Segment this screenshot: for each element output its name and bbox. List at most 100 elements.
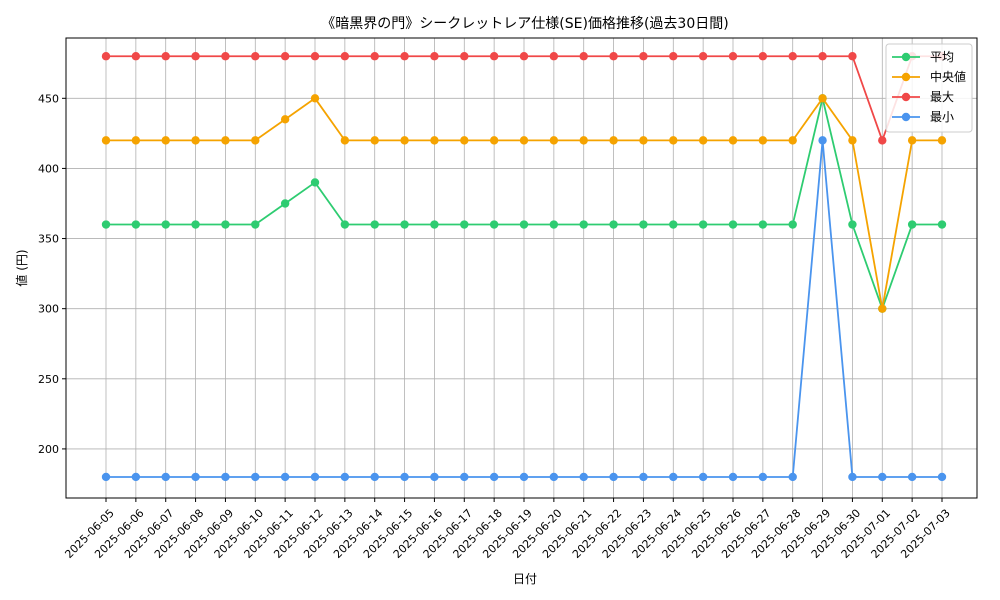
data-point <box>519 136 529 145</box>
data-point <box>848 52 857 61</box>
data-point <box>758 220 768 229</box>
y-tick-label: 450 <box>38 92 59 105</box>
data-point <box>430 472 439 482</box>
data-point <box>609 52 618 61</box>
data-point <box>191 472 200 482</box>
data-point <box>818 136 827 145</box>
data-point <box>728 136 738 145</box>
data-point <box>907 220 917 229</box>
data-point <box>251 136 260 145</box>
data-point <box>728 472 738 482</box>
legend-item: 最小 <box>892 110 954 124</box>
data-point <box>340 136 350 145</box>
data-point <box>340 52 350 61</box>
x-axis-label: 日付 <box>513 572 537 586</box>
data-point <box>758 136 768 145</box>
data-point <box>818 52 827 61</box>
data-point <box>131 52 141 61</box>
data-point <box>848 220 857 229</box>
data-point <box>519 52 529 61</box>
data-point <box>161 472 170 482</box>
data-point <box>818 94 827 103</box>
series-最大 <box>101 52 947 145</box>
data-point <box>340 472 350 482</box>
data-point <box>101 220 111 229</box>
data-point <box>489 136 499 145</box>
data-point <box>519 472 529 482</box>
data-point <box>221 220 230 229</box>
data-point <box>460 136 469 145</box>
legend-box <box>885 43 973 133</box>
data-point <box>280 199 290 208</box>
data-point <box>758 52 768 61</box>
data-point <box>669 472 678 482</box>
data-point <box>430 136 439 145</box>
data-point <box>310 178 320 187</box>
data-point <box>400 52 409 61</box>
data-point <box>549 136 559 145</box>
data-point <box>280 115 290 124</box>
data-point <box>221 472 230 482</box>
data-point <box>370 472 379 482</box>
y-tick-label: 200 <box>38 443 59 456</box>
data-point <box>310 52 320 61</box>
data-point <box>430 220 439 229</box>
data-point <box>460 220 469 229</box>
data-point <box>549 52 559 61</box>
data-point <box>907 472 917 482</box>
y-tick-label: 250 <box>38 373 59 386</box>
data-point <box>131 472 141 482</box>
data-point <box>788 136 797 145</box>
data-point <box>698 220 708 229</box>
data-point <box>579 220 588 229</box>
data-point <box>251 472 260 482</box>
data-point <box>549 220 559 229</box>
legend-label: 最大 <box>930 90 954 104</box>
data-point <box>310 94 320 103</box>
data-point <box>161 220 170 229</box>
legend-marker <box>901 52 911 62</box>
data-point <box>878 472 887 482</box>
data-point <box>878 136 887 145</box>
legend-item: 最大 <box>892 90 954 104</box>
data-point <box>848 472 857 482</box>
data-point <box>280 52 290 61</box>
data-point <box>788 52 797 61</box>
data-point <box>131 220 141 229</box>
data-point <box>549 472 559 482</box>
legend-item: 中央値 <box>892 69 966 84</box>
data-point <box>639 220 648 229</box>
data-point <box>758 472 768 482</box>
data-point <box>489 220 499 229</box>
data-point <box>251 220 260 229</box>
data-point <box>788 472 797 482</box>
series-layer <box>101 52 947 482</box>
y-tick-label: 350 <box>38 233 59 246</box>
data-point <box>519 220 529 229</box>
data-point <box>788 220 797 229</box>
series-中央値 <box>101 94 947 313</box>
data-point <box>669 220 678 229</box>
data-point <box>579 472 588 482</box>
data-point <box>161 52 170 61</box>
y-axis-label: 値 (円) <box>14 249 29 286</box>
data-point <box>489 472 499 482</box>
data-point <box>609 136 618 145</box>
legend-marker <box>901 92 911 102</box>
data-point <box>669 52 678 61</box>
data-point <box>161 136 170 145</box>
data-point <box>698 472 708 482</box>
legend-label: 平均 <box>930 50 954 64</box>
data-point <box>101 136 111 145</box>
data-point <box>579 52 588 61</box>
legend-marker <box>901 112 911 122</box>
data-point <box>370 52 379 61</box>
data-point <box>579 136 588 145</box>
data-point <box>669 136 678 145</box>
data-point <box>460 472 469 482</box>
data-point <box>609 220 618 229</box>
data-point <box>221 52 230 61</box>
data-point <box>848 136 857 145</box>
data-point <box>370 220 379 229</box>
